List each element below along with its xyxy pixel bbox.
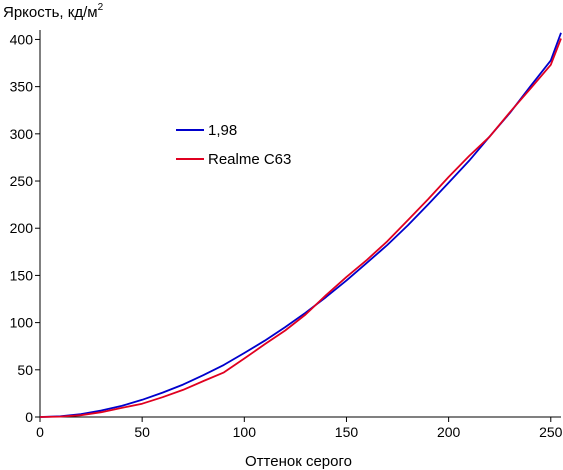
y-tick-label: 150 [10, 267, 34, 283]
axes [39, 30, 561, 418]
legend: 1,98 Realme C63 [176, 122, 291, 168]
legend-label-2: Realme C63 [208, 151, 291, 168]
y-axis-label-superscript: 2 [97, 2, 104, 13]
legend-label-1: 1,98 [208, 122, 237, 139]
series-line-2 [39, 38, 562, 418]
x-tick-label: 150 [335, 424, 359, 440]
y-axis-label: Яркость, кд/м2 [3, 2, 104, 21]
y-tick-label: 400 [10, 31, 34, 47]
x-tick-label: 250 [539, 424, 563, 440]
x-tick-label: 200 [437, 424, 461, 440]
y-tick-label: 50 [17, 362, 33, 378]
x-axis-label: Оттенок серого [245, 453, 352, 470]
y-tick-label: 200 [10, 220, 34, 236]
x-tick-label: 50 [134, 424, 150, 440]
series-line-1 [39, 32, 562, 418]
y-tick-label: 300 [10, 126, 34, 142]
x-tick-label: 100 [233, 424, 257, 440]
y-tick-label: 0 [25, 409, 33, 425]
series-lines [39, 32, 562, 418]
x-ticks: 0 50 100 150 200 250 [36, 417, 563, 440]
y-tick-label: 350 [10, 79, 34, 95]
x-tick-label: 0 [36, 424, 44, 440]
y-tick-label: 250 [10, 173, 34, 189]
y-tick-label: 100 [10, 315, 34, 331]
y-ticks: 0 50 100 150 200 250 300 350 400 [10, 31, 40, 425]
